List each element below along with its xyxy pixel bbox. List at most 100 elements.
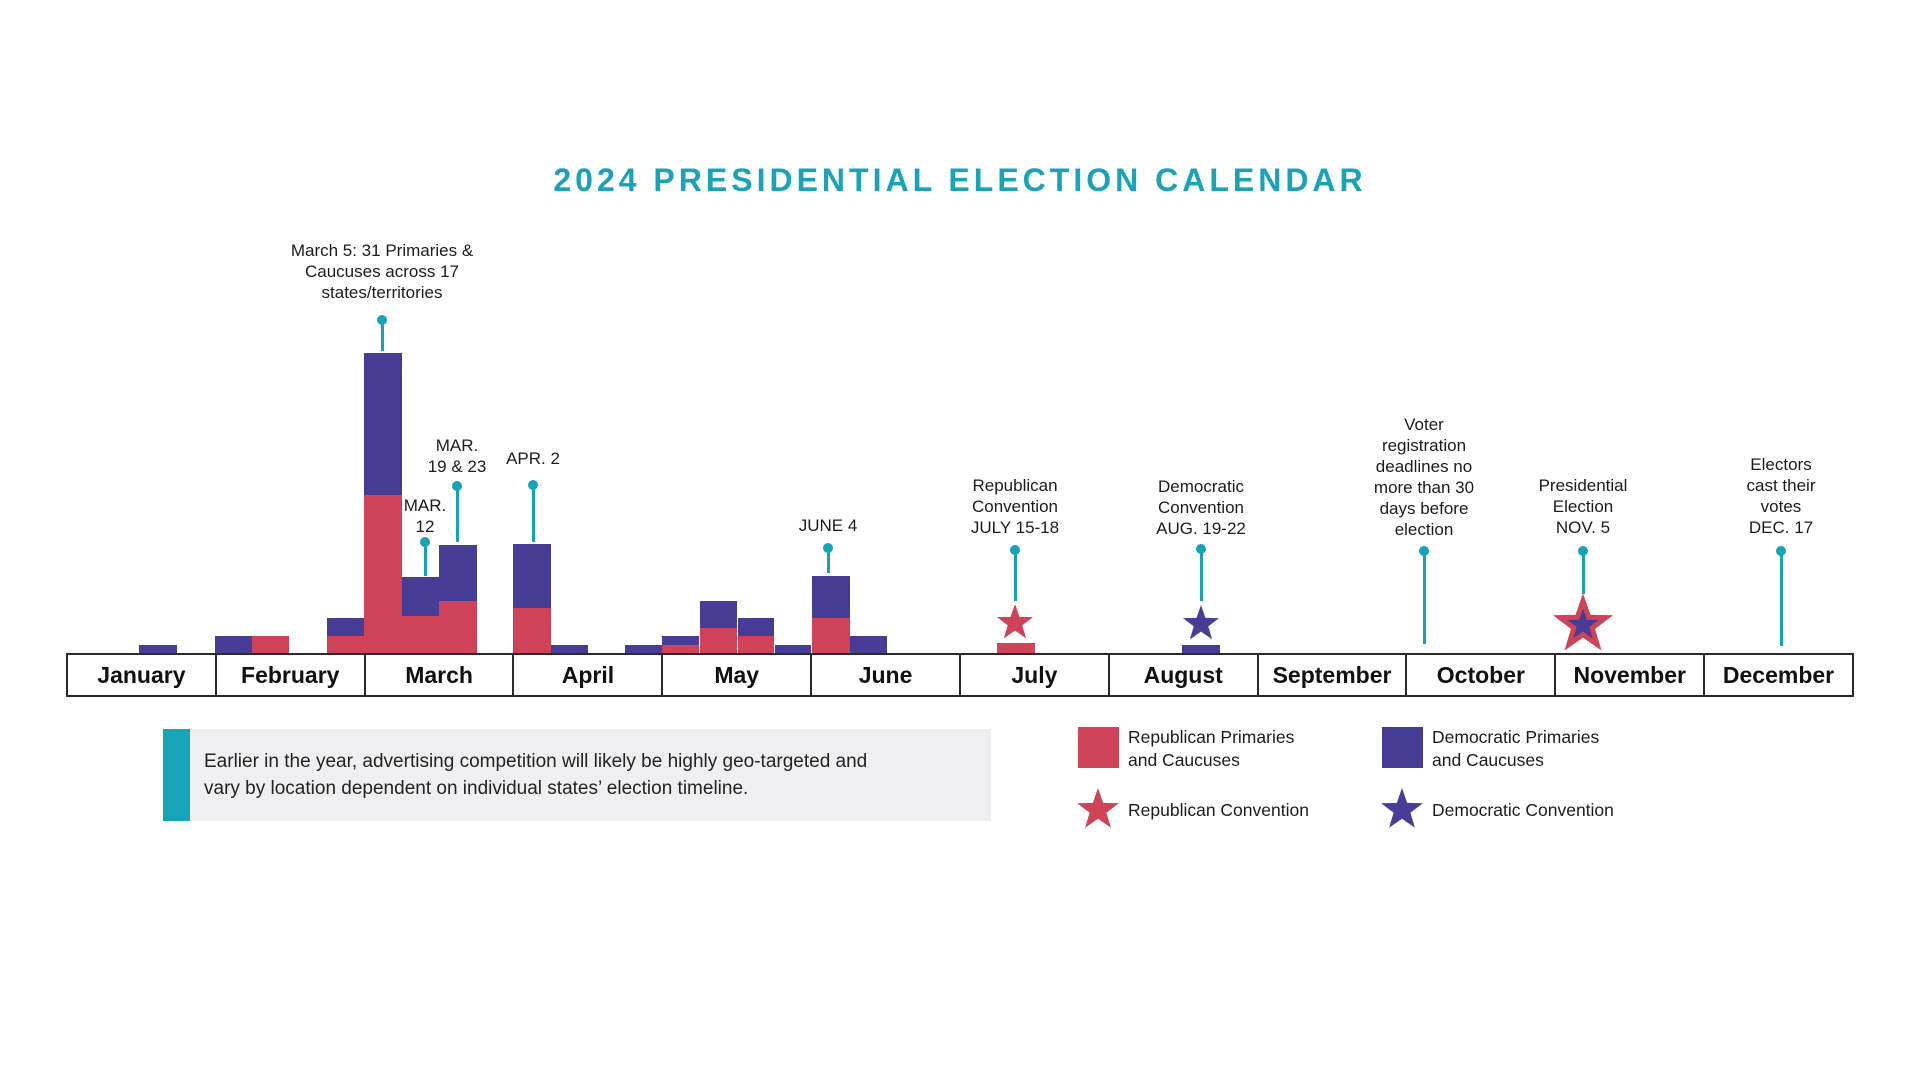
bar-april-2	[513, 544, 551, 653]
month-label: December	[1722, 661, 1835, 688]
bar-august-19-22	[1182, 645, 1220, 653]
bar-segment-republican	[252, 636, 289, 653]
bar-segment-republican	[439, 601, 477, 653]
leader-line-republican-convention	[1013, 550, 1017, 601]
bar-segment-democratic	[215, 636, 252, 653]
annotation-line: AUG. 19-22	[1156, 519, 1246, 538]
star-shape	[1182, 605, 1220, 640]
annotation-apr-2: APR. 2	[506, 448, 560, 469]
legend-republican-star-icon	[1077, 788, 1119, 828]
month-label: April	[561, 661, 615, 688]
bar-segment-democratic	[439, 545, 477, 601]
month-cell-april: April	[514, 655, 664, 695]
annotation-line: Convention	[971, 497, 1058, 516]
month-cell-june: June	[812, 655, 961, 695]
bar-segment-democratic	[139, 645, 177, 653]
bar-early-may	[662, 636, 699, 653]
annotation-democratic-convention: Democratic Convention AUG. 19-22	[1156, 476, 1246, 539]
bar-segment-republican	[738, 636, 774, 653]
leader-line-voter-registration	[1422, 551, 1426, 644]
democratic-convention-star-icon	[1182, 605, 1220, 640]
bar-segment-democratic	[738, 618, 774, 636]
star-shape	[1381, 788, 1423, 828]
annotation-line: MAR.	[435, 436, 479, 455]
bar-mid-january	[139, 645, 177, 653]
month-label: June	[858, 661, 913, 688]
bar-june-4	[812, 576, 850, 653]
bar-segment-republican	[402, 616, 439, 653]
annotation-line: days before	[1379, 499, 1469, 518]
month-label: July	[1011, 661, 1058, 688]
legend-text: and Caucuses	[1432, 750, 1544, 770]
month-cell-february: February	[217, 655, 366, 695]
legend-label-republican-primaries: Republican Primaries and Caucuses	[1128, 726, 1294, 772]
annotation-line: votes	[1760, 497, 1802, 516]
month-cell-december: December	[1705, 655, 1852, 695]
bar-late-february	[327, 618, 364, 653]
annotation-line: Election	[1552, 497, 1614, 516]
legend-text: Republican Primaries	[1128, 727, 1295, 747]
annotation-line: JUNE 4	[798, 516, 858, 535]
annotation-line: cast their	[1746, 476, 1816, 495]
callout-note: Earlier in the year, advertising competi…	[163, 729, 991, 821]
annotation-line: states/territories	[321, 283, 443, 302]
bar-segment-democratic	[327, 618, 364, 636]
bar-late-april	[625, 645, 662, 653]
bar-segment-democratic	[625, 645, 662, 653]
annotation-line: registration	[1381, 436, 1467, 455]
month-label: February	[241, 661, 340, 688]
annotation-presidential-election: Presidential Election NOV. 5	[1539, 475, 1628, 538]
leader-dot-republican-convention	[1010, 545, 1020, 555]
bar-march-19-23	[439, 545, 477, 653]
bar-segment-democratic	[1182, 645, 1220, 653]
leader-line-presidential-election	[1581, 551, 1585, 594]
month-label: March	[405, 661, 473, 688]
month-cell-march: March	[366, 655, 515, 695]
leader-dot-electors-vote	[1776, 546, 1786, 556]
bar-segment-democratic	[775, 645, 811, 653]
bar-segment-republican	[327, 636, 364, 653]
annotation-line: MAR.	[403, 496, 447, 515]
bar-early-february	[215, 636, 252, 653]
leader-line-democratic-convention	[1199, 549, 1203, 601]
annotation-june-4: JUNE 4	[799, 515, 858, 536]
annotation-line: deadlines no	[1375, 457, 1473, 476]
callout-line-2: vary by location dependent on individual…	[204, 778, 749, 799]
bar-segment-republican	[812, 618, 850, 653]
annotation-line: 19 & 23	[427, 457, 487, 476]
month-cell-november: November	[1556, 655, 1706, 695]
month-cell-may: May	[663, 655, 813, 695]
annotation-line: APR. 2	[506, 449, 560, 468]
annotation-line: Convention	[1157, 498, 1245, 517]
leader-line-electors-vote	[1779, 551, 1783, 646]
bar-segment-democratic	[662, 636, 699, 645]
bar-early-february	[252, 636, 289, 653]
month-cell-september: September	[1259, 655, 1408, 695]
bar-march-5	[364, 353, 402, 653]
bar-late-may	[738, 618, 774, 653]
callout-line-1: Earlier in the year, advertising competi…	[204, 751, 868, 772]
month-cell-july: July	[961, 655, 1110, 695]
annotation-line: March 5: 31 Primaries &	[290, 241, 474, 260]
annotation-line: Presidential	[1538, 476, 1628, 495]
annotation-line: Voter	[1404, 415, 1444, 434]
annotation-line: Republican	[972, 476, 1058, 495]
republican-primaries-swatch	[1078, 727, 1119, 768]
legend-label-democratic-primaries: Democratic Primaries and Caucuses	[1432, 726, 1599, 772]
annotation-line: DEC. 17	[1748, 518, 1814, 537]
month-label: August	[1143, 661, 1223, 688]
leader-line-march-5	[380, 320, 384, 351]
annotation-line: Caucuses across 17	[304, 262, 460, 281]
annotation-line: Democratic	[1158, 477, 1244, 496]
annotation-line: 12	[415, 517, 435, 536]
bar-march-12	[402, 577, 439, 653]
annotation-line: Electors	[1750, 455, 1812, 474]
month-label: September	[1272, 661, 1392, 688]
bar-end-of-may	[775, 645, 811, 653]
leader-dot-mar-19-23	[452, 481, 462, 491]
legend-label-democratic-convention: Democratic Convention	[1432, 799, 1614, 822]
